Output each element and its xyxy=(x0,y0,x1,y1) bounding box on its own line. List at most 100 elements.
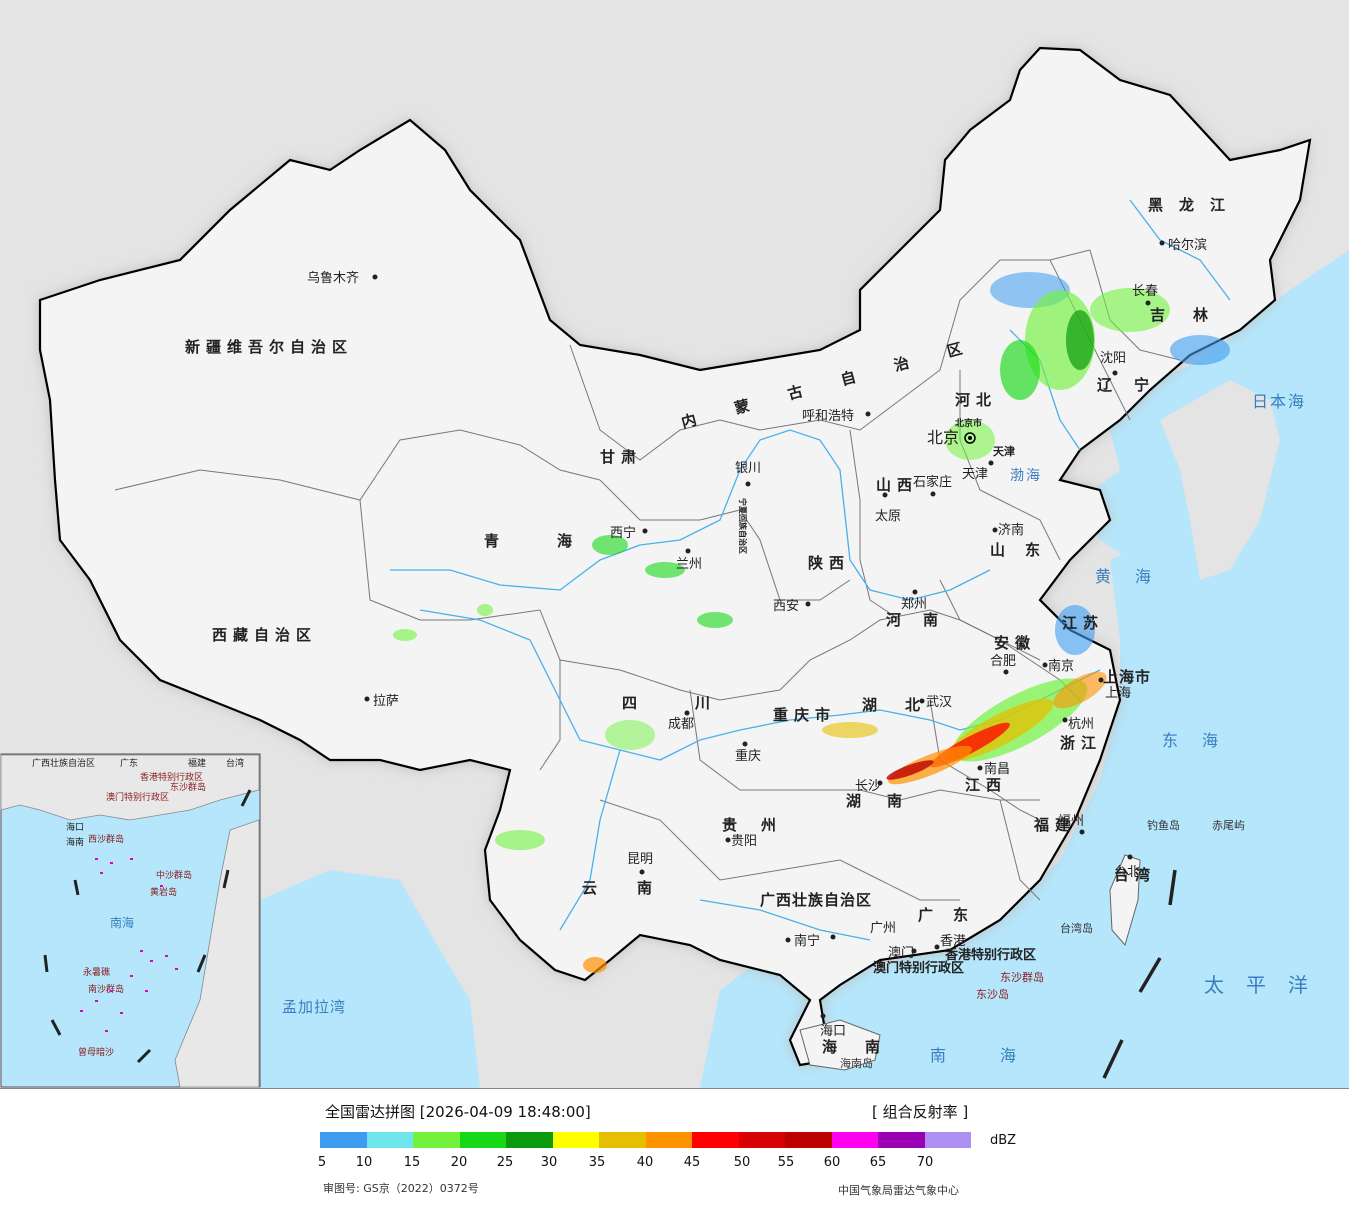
beijing-capital-marker xyxy=(964,432,976,444)
city-label: 银川 xyxy=(735,461,761,476)
city-label: 贵阳 xyxy=(731,834,757,849)
inset-label: 南沙群岛 xyxy=(88,983,124,995)
sea-label: 东海 xyxy=(1162,731,1242,750)
inset-label: 广东 xyxy=(120,757,138,769)
city-label: 沈阳 xyxy=(1100,351,1126,366)
city-label: 成都 xyxy=(668,717,694,732)
province-label-shanghai: 上海市 xyxy=(1103,668,1151,686)
inset-label: 广西壮族自治区 xyxy=(32,757,95,769)
city-dots xyxy=(364,240,1165,1019)
island-labels: 钓鱼岛 赤尾屿 台湾岛 东沙群岛 东沙岛 海南岛 xyxy=(840,818,1245,1070)
inset-label: 南海 xyxy=(110,915,134,930)
inset-label: 永暑礁 xyxy=(83,966,110,978)
city-label: 澳门特别行政区 xyxy=(873,960,964,976)
island-label: 东沙岛 xyxy=(976,987,1009,1001)
city-label: 台北 xyxy=(1114,865,1140,880)
radar-echoes xyxy=(393,272,1230,973)
island-label: 东沙群岛 xyxy=(1000,970,1044,984)
province-label-hebei: 河北 xyxy=(955,391,997,409)
province-label-liaoning: 辽宁 xyxy=(1097,376,1171,394)
province-label-fujian: 福建 xyxy=(1033,816,1076,834)
province-label-zhejiang: 浙江 xyxy=(1060,734,1102,752)
scale-tick-label: 20 xyxy=(450,1155,468,1170)
province-label-yunnan: 云南 xyxy=(582,879,692,897)
city-label: 南宁 xyxy=(794,933,820,949)
color-swatch xyxy=(645,1132,692,1148)
province-label-tianjin: 天津 xyxy=(993,444,1015,458)
source-credit: 中国气象局雷达气象中心 xyxy=(838,1184,959,1197)
city-label: 长春 xyxy=(1132,284,1158,299)
city-label: 天津 xyxy=(962,467,988,482)
island-label: 赤尾屿 xyxy=(1212,819,1245,832)
province-label-guizhou: 贵州 xyxy=(722,816,800,834)
city-label: 澳门 xyxy=(888,945,914,961)
province-label-hubei: 湖北 xyxy=(862,696,948,714)
city-label: 太原 xyxy=(875,509,901,524)
scale-tick-label: 45 xyxy=(683,1155,701,1170)
legend-title: 全国雷达拼图 [2026-04-09 18:48:00] xyxy=(325,1103,591,1121)
color-swatch xyxy=(366,1132,413,1148)
taiwan-island xyxy=(1109,854,1141,947)
city-label: 济南 xyxy=(998,522,1024,538)
scale-tick-label: 35 xyxy=(588,1155,606,1170)
city-labels: 乌鲁木齐 拉萨 西宁 兰州 银川 呼和浩特 哈尔滨 长春 沈阳 北京 天津 石家… xyxy=(307,237,1207,1039)
sea-labels: 渤海 黄海 东海 日本海 太平洋 南海 孟加拉湾 xyxy=(282,392,1308,1065)
inset-land xyxy=(174,819,260,1088)
inset-islands xyxy=(80,858,178,1032)
inset-label: 西沙群岛 xyxy=(88,833,124,845)
color-scale-bar xyxy=(320,1132,971,1148)
country-land xyxy=(38,46,1312,1067)
city-label: 福州 xyxy=(1058,814,1084,829)
province-label-henan: 河南 xyxy=(886,611,960,629)
inset-label: 曾母暗沙 xyxy=(78,1046,114,1058)
map-canvas: 新疆维吾尔自治区 西藏自治区 青海 甘肃 内蒙古自治区 黑龙江 吉林 辽宁 河北… xyxy=(0,46,1349,1088)
radar-map[interactable]: 新疆维吾尔自治区 西藏自治区 青海 甘肃 内蒙古自治区 黑龙江 吉林 辽宁 河北… xyxy=(0,0,1349,1089)
color-swatch xyxy=(599,1132,646,1148)
province-label-jiangsu: 江苏 xyxy=(1062,614,1104,632)
sea-label: 南海 xyxy=(930,1046,1070,1065)
province-label-guangdong: 广东 xyxy=(918,906,988,924)
inset-label: 海南 xyxy=(66,836,84,848)
beijing-capital-marker xyxy=(968,436,972,440)
color-swatch xyxy=(831,1132,878,1148)
province-label-sichuan: 四川 xyxy=(622,694,768,712)
province-label-hunan: 湖南 xyxy=(846,792,928,810)
city-label: 石家庄 xyxy=(913,474,952,490)
city-label: 呼和浩特 xyxy=(802,409,854,424)
city-label: 郑州 xyxy=(901,597,927,612)
color-swatch xyxy=(413,1132,460,1148)
neighbor-land xyxy=(1160,380,1280,580)
scale-tick-label: 5 xyxy=(317,1155,327,1170)
province-label-shaanxi: 陕西 xyxy=(808,554,850,572)
province-label-shanxi: 山西 xyxy=(876,476,918,494)
sea-label: 日本海 xyxy=(1252,392,1306,411)
inset-label: 海口 xyxy=(66,821,84,833)
inset-label: 台湾 xyxy=(226,757,244,769)
scale-tick-label: 15 xyxy=(403,1155,421,1170)
scale-tick-label: 60 xyxy=(823,1155,841,1170)
inset-label: 澳门特别行政区 xyxy=(106,791,169,803)
island-label: 海南岛 xyxy=(840,1056,873,1070)
color-swatch xyxy=(692,1132,739,1148)
city-label: 重庆 xyxy=(735,748,761,764)
city-label: 哈尔滨 xyxy=(1168,237,1207,253)
city-label: 乌鲁木齐 xyxy=(307,270,359,286)
dash-line xyxy=(1102,869,1177,1079)
province-label-qinghai: 青海 xyxy=(484,532,630,550)
inset-land xyxy=(0,754,260,821)
sea-label: 黄海 xyxy=(1095,567,1175,586)
city-label: 香港 xyxy=(940,934,966,949)
province-label-hainan: 海南 xyxy=(822,1038,908,1056)
scale-tick-label: 10 xyxy=(355,1155,373,1170)
legend-panel: 全国雷达拼图 [2026-04-09 18:48:00] [ 组合反射率 ] d… xyxy=(0,1089,1349,1208)
city-label: 杭州 xyxy=(1068,717,1094,732)
sea-area xyxy=(700,470,1349,1088)
city-label: 南昌 xyxy=(984,761,1010,777)
sea-label: 渤海 xyxy=(1010,468,1042,484)
province-label-taiwan: 台湾 xyxy=(1114,866,1156,884)
color-swatch xyxy=(738,1132,785,1148)
hainan-island xyxy=(799,1019,881,1071)
city-label: 拉萨 xyxy=(373,694,399,709)
inset-label: 香港特别行政区 xyxy=(140,771,203,783)
color-swatch xyxy=(924,1132,971,1148)
